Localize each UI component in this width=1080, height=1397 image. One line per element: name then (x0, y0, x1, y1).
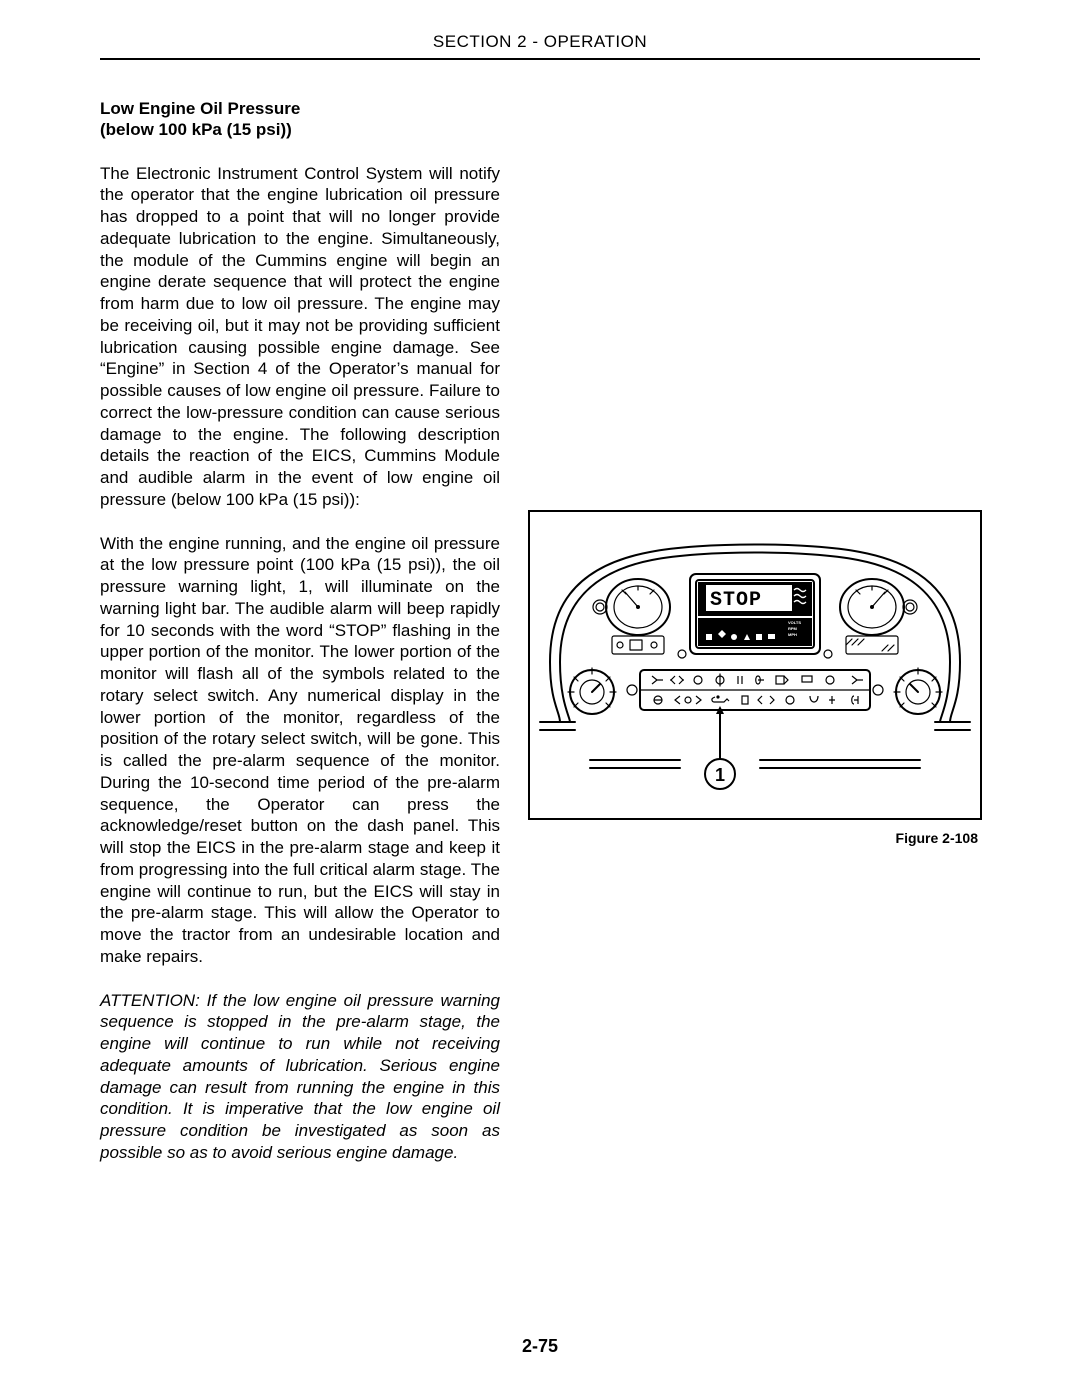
paragraph-1: The Electronic Instrument Control System… (100, 163, 500, 511)
figure-box: STOP VOLTS RPM MPH (528, 510, 982, 820)
left-rotary-knob (568, 668, 616, 714)
heading-line-1: Low Engine Oil Pressure (100, 99, 300, 118)
right-gauge (840, 579, 904, 635)
callout-1-number: 1 (715, 765, 725, 785)
center-monitor: STOP VOLTS RPM MPH (690, 574, 820, 654)
header-rule (100, 58, 980, 60)
figure-wrapper: STOP VOLTS RPM MPH (528, 510, 980, 846)
oil-pressure-icon (712, 696, 729, 702)
heading-line-2: (below 100 kPa (15 psi)) (100, 120, 292, 139)
subsection-heading: Low Engine Oil Pressure (below 100 kPa (… (100, 98, 500, 141)
page-root: SECTION 2 - OPERATION Low Engine Oil Pre… (0, 0, 1080, 1397)
callout-1: 1 (705, 706, 735, 789)
content-columns: Low Engine Oil Pressure (below 100 kPa (… (100, 98, 980, 1317)
figure-caption: Figure 2-108 (528, 830, 980, 846)
paragraph-2: With the engine running, and the engine … (100, 533, 500, 968)
section-header: SECTION 2 - OPERATION (0, 32, 1080, 52)
warning-light-bar (640, 670, 870, 710)
monitor-sub-volts: VOLTS (788, 620, 801, 625)
monitor-stop-text: STOP (710, 589, 762, 612)
left-gauge (606, 579, 670, 635)
page-number: 2-75 (0, 1336, 1080, 1357)
monitor-sub-mph: MPH (788, 632, 797, 637)
dashboard-illustration: STOP VOLTS RPM MPH (530, 512, 980, 818)
right-column: STOP VOLTS RPM MPH (528, 98, 980, 1317)
attention-paragraph: ATTENTION: If the low engine oil pressur… (100, 990, 500, 1164)
monitor-sub-rpm: RPM (788, 626, 798, 631)
left-column: Low Engine Oil Pressure (below 100 kPa (… (100, 98, 500, 1317)
right-rotary-knob (894, 668, 942, 714)
